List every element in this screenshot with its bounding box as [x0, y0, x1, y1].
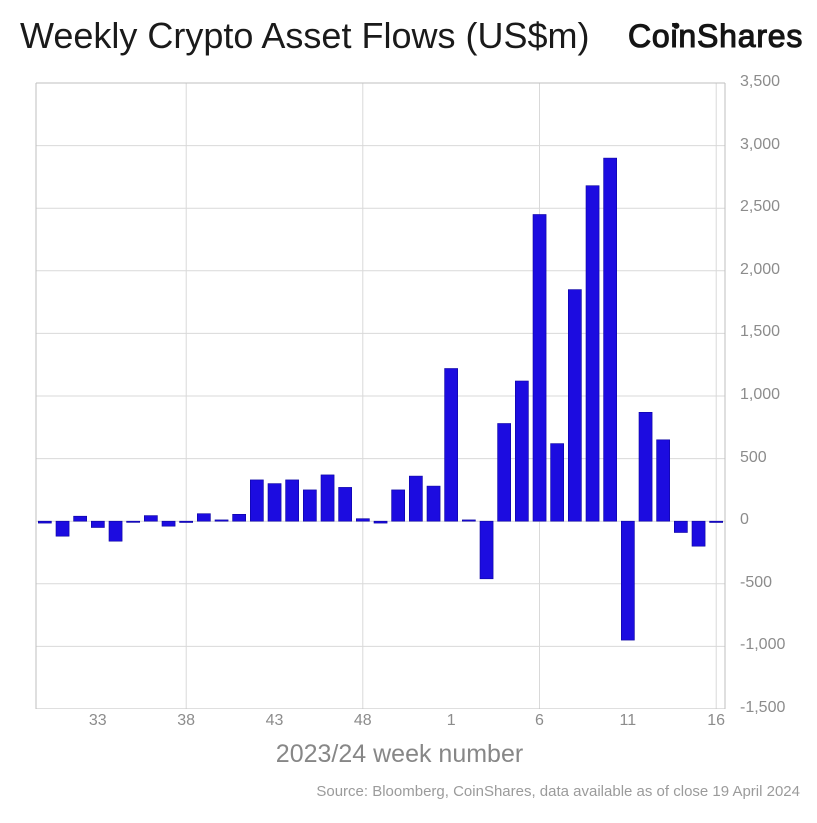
svg-text:CoinShares: CoinShares	[628, 20, 803, 54]
